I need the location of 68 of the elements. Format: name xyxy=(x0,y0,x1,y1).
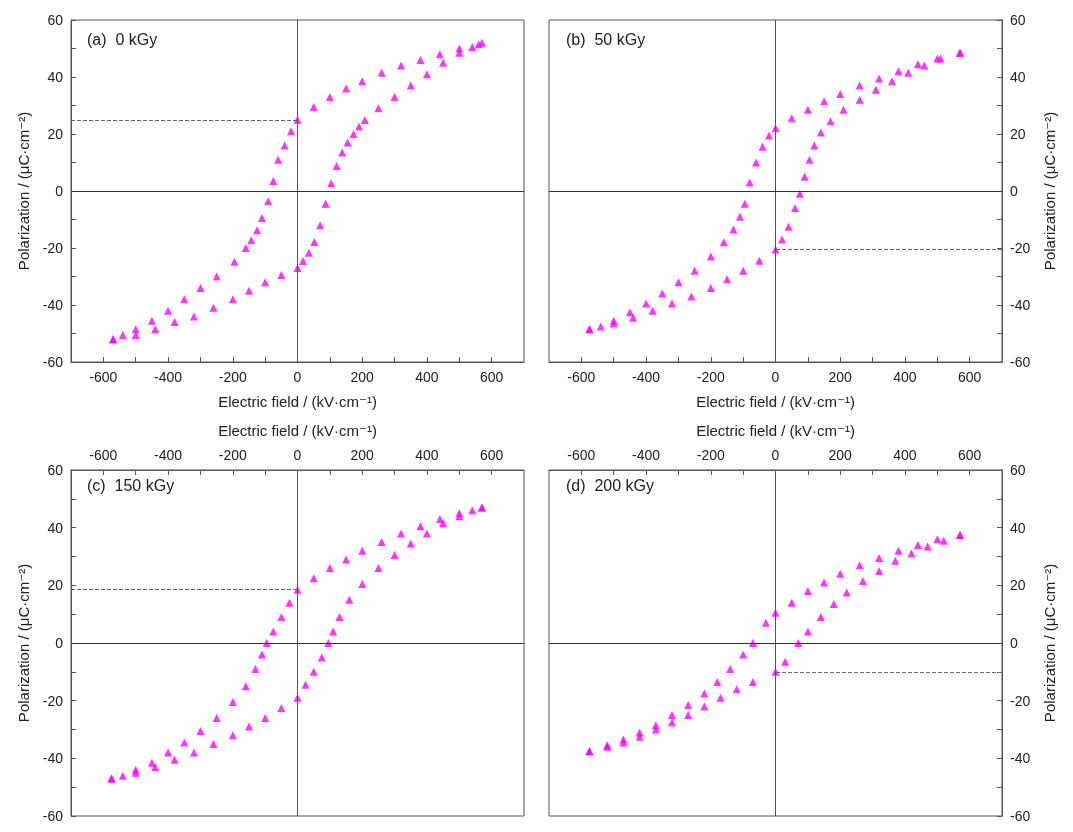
x-tick-label: 600 xyxy=(957,369,982,385)
y2-tick-label: -40 xyxy=(1010,297,1031,313)
x-tick-label: 600 xyxy=(479,447,504,463)
x-tick-label: -200 xyxy=(218,369,247,385)
y-tick-label: -40 xyxy=(42,750,64,767)
x-tick-label: 400 xyxy=(893,369,917,385)
y2-tick-label: -60 xyxy=(1010,808,1031,824)
x-tick-label: 400 xyxy=(415,447,439,463)
x-axis-title: Electric field / (kV·cm⁻¹) xyxy=(696,422,855,439)
y2-axis-title: Polarization / (μC·cm⁻²) xyxy=(1041,111,1058,271)
x-tick-label: 0 xyxy=(771,447,780,463)
y2-tick-label: 0 xyxy=(1010,635,1018,651)
x-tick-label: 200 xyxy=(350,447,375,463)
y2-tick-label: -20 xyxy=(1010,692,1031,709)
y-tick-label: 0 xyxy=(55,635,64,651)
y-tick-label: -60 xyxy=(42,808,64,824)
y2-tick-label: 0 xyxy=(1010,183,1018,199)
y-tick-label: 60 xyxy=(47,12,64,28)
y-tick-label: 40 xyxy=(47,519,64,536)
text: (b) 50 kGy xyxy=(566,30,646,48)
y-tick-label: 40 xyxy=(47,69,64,85)
y-tick-label: 0 xyxy=(55,183,64,199)
y2-tick-label: 20 xyxy=(1010,577,1026,594)
x-tick-label: 0 xyxy=(293,447,302,463)
y2-tick-label: -60 xyxy=(1010,354,1031,370)
y2-axis-title: Polarization / (μC·cm⁻²) xyxy=(1041,563,1058,723)
x-tick-label: -200 xyxy=(696,369,725,385)
x-tick-label: 0 xyxy=(771,369,780,385)
x-tick-label: -600 xyxy=(89,447,118,463)
x-tick-label: -200 xyxy=(696,447,725,463)
x-tick-label: -200 xyxy=(218,447,247,463)
y-tick-label: -20 xyxy=(42,692,64,709)
x-tick-label: -600 xyxy=(89,369,118,385)
y2-tick-label: 60 xyxy=(1010,12,1026,28)
x-tick-label: -400 xyxy=(154,369,183,385)
y-tick-label: -40 xyxy=(42,297,64,313)
x-tick-label: -600 xyxy=(567,369,596,385)
x-tick-label: 600 xyxy=(957,447,982,463)
x-tick-label: -600 xyxy=(567,447,596,463)
y-axis-title: Polarization / (μC·cm⁻²) xyxy=(15,111,32,271)
y-tick-label: 60 xyxy=(47,462,64,478)
x-tick-label: 200 xyxy=(828,369,853,385)
y2-tick-label: 20 xyxy=(1010,126,1026,142)
y2-tick-label: 40 xyxy=(1010,519,1026,536)
x-axis-title: Electric field / (kV·cm⁻¹) xyxy=(696,393,855,410)
x-tick-label: -400 xyxy=(632,369,661,385)
y2-tick-label: 40 xyxy=(1010,69,1026,85)
y-axis-title: Polarization / (μC·cm⁻²) xyxy=(15,563,32,723)
x-axis-title: Electric field / (kV·cm⁻¹) xyxy=(218,422,377,439)
y-tick-label: -60 xyxy=(42,354,64,370)
x-tick-label: 400 xyxy=(893,447,917,463)
text: (a) 0 kGy xyxy=(87,30,158,48)
chart-title: (c) 150 kGy xyxy=(87,476,175,494)
x-tick-label: -400 xyxy=(632,447,661,463)
x-tick-label: 200 xyxy=(828,447,853,463)
x-tick-label: 200 xyxy=(350,369,375,385)
x-tick-label: -400 xyxy=(154,447,183,463)
x-axis-title: Electric field / (kV·cm⁻¹) xyxy=(218,393,377,410)
y-tick-label: 20 xyxy=(47,126,64,142)
y-tick-label: -20 xyxy=(42,240,64,256)
y2-tick-label: -20 xyxy=(1010,240,1031,256)
y-tick-label: 20 xyxy=(47,577,64,594)
x-tick-label: 0 xyxy=(293,369,302,385)
x-tick-label: 400 xyxy=(415,369,439,385)
y2-tick-label: -40 xyxy=(1010,750,1031,767)
chart-title: (d) 200 kGy xyxy=(566,476,655,494)
y2-tick-label: 60 xyxy=(1010,462,1026,478)
x-tick-label: 600 xyxy=(479,369,504,385)
